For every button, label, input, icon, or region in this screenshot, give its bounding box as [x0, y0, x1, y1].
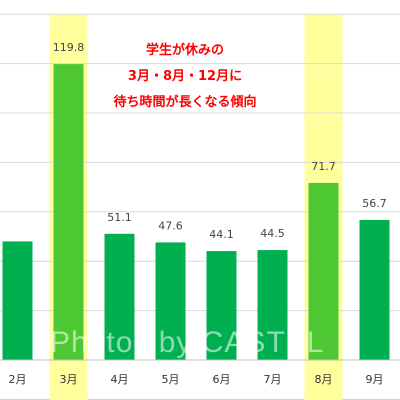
data-label-4月: 51.1	[107, 211, 132, 224]
data-label-9月: 56.7	[362, 197, 387, 210]
data-label-6月: 44.1	[209, 228, 234, 241]
category-label-3月: 3月	[60, 373, 78, 386]
category-label-2月: 2月	[9, 373, 27, 386]
chart-annotation: 学生が休みの 3月・8月・12月に 待ち時間が長くなる傾向	[80, 38, 290, 116]
bar-8月	[308, 182, 339, 360]
category-label-9月: 9月	[366, 373, 384, 386]
watermark: Photos by CASTEL	[50, 326, 325, 359]
data-label-3月: 119.8	[53, 41, 85, 54]
data-label-7月: 44.5	[260, 227, 285, 240]
category-label-4月: 4月	[111, 373, 129, 386]
annotation-line-1: 学生が休みの	[145, 43, 224, 58]
data-label-5月: 47.6	[158, 219, 183, 232]
category-label-7月: 7月	[264, 373, 282, 386]
category-label-8月: 8月	[315, 373, 333, 386]
bar-7月	[257, 250, 288, 360]
annotation-line-3: 待ち時間が長くなる傾向	[113, 95, 257, 110]
bar-3月	[53, 64, 84, 361]
bar-2月	[2, 241, 33, 360]
bar-5月	[155, 242, 186, 360]
bar-4月	[104, 233, 135, 360]
category-label-5月: 5月	[162, 373, 180, 386]
annotation-line-2: 3月・8月・12月に	[127, 69, 243, 84]
bar-9月	[359, 219, 390, 360]
bar-6月	[206, 251, 237, 360]
category-label-6月: 6月	[213, 373, 231, 386]
data-label-8月: 71.7	[311, 160, 336, 173]
